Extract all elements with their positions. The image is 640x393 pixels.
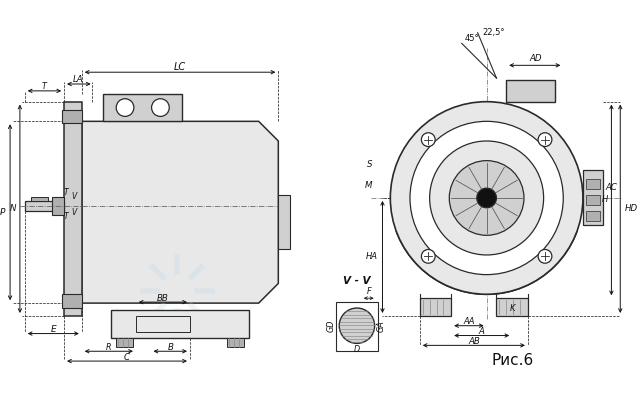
- Text: R: R: [106, 343, 111, 352]
- Text: M: M: [365, 181, 372, 190]
- Text: D: D: [354, 345, 360, 354]
- Circle shape: [421, 250, 435, 263]
- Text: AD: AD: [529, 54, 542, 63]
- Text: T: T: [64, 188, 68, 197]
- Circle shape: [410, 121, 563, 275]
- Text: V - V: V - V: [343, 276, 371, 286]
- Bar: [586, 179, 600, 189]
- Circle shape: [477, 188, 497, 208]
- Circle shape: [429, 141, 543, 255]
- Text: K: K: [509, 304, 515, 313]
- Text: S: S: [367, 160, 372, 169]
- Circle shape: [390, 102, 583, 294]
- Text: AA: AA: [463, 317, 475, 326]
- Text: 45°: 45°: [465, 34, 479, 43]
- Circle shape: [116, 99, 134, 116]
- Bar: [31, 197, 49, 201]
- Text: LA: LA: [72, 75, 83, 84]
- Bar: [62, 294, 82, 308]
- Bar: [52, 197, 64, 215]
- Text: P: P: [0, 208, 5, 217]
- Text: V: V: [71, 192, 77, 201]
- Text: T: T: [64, 211, 68, 220]
- Bar: [420, 298, 451, 316]
- Circle shape: [421, 133, 435, 147]
- Text: E: E: [51, 325, 56, 334]
- Circle shape: [449, 161, 524, 235]
- Bar: [64, 102, 82, 316]
- Text: LC: LC: [174, 62, 186, 72]
- Text: HD: HD: [625, 204, 638, 213]
- Text: ВЕНТОЛ: ВЕНТОЛ: [121, 223, 262, 252]
- Circle shape: [152, 99, 169, 116]
- Bar: [586, 195, 600, 205]
- Bar: [506, 80, 556, 102]
- Bar: [497, 298, 528, 316]
- Text: GA: GA: [377, 320, 386, 332]
- Circle shape: [538, 250, 552, 263]
- Text: N: N: [10, 204, 16, 213]
- Bar: [62, 110, 82, 123]
- Circle shape: [538, 133, 552, 147]
- Bar: [111, 310, 249, 338]
- Bar: [227, 338, 244, 347]
- Bar: [116, 338, 133, 347]
- Text: 22,5°: 22,5°: [483, 28, 505, 37]
- Text: AC: AC: [605, 183, 618, 192]
- Text: A: A: [479, 327, 484, 336]
- Polygon shape: [82, 121, 278, 303]
- Text: GD: GD: [327, 320, 336, 332]
- Bar: [136, 316, 190, 332]
- Text: V: V: [71, 208, 77, 217]
- Text: H: H: [602, 195, 609, 204]
- Text: C: C: [124, 353, 130, 362]
- Text: F: F: [367, 287, 371, 296]
- Bar: [25, 201, 64, 211]
- Bar: [104, 94, 182, 121]
- Text: AB: AB: [468, 337, 480, 346]
- Text: BB: BB: [157, 294, 168, 303]
- Bar: [336, 302, 378, 351]
- Bar: [278, 195, 290, 249]
- Text: Рис.6: Рис.6: [492, 353, 534, 368]
- Circle shape: [339, 308, 374, 343]
- Text: HA: HA: [365, 252, 378, 261]
- Bar: [586, 211, 600, 220]
- Bar: [583, 171, 603, 226]
- Text: B: B: [167, 343, 173, 352]
- Text: T: T: [42, 83, 47, 92]
